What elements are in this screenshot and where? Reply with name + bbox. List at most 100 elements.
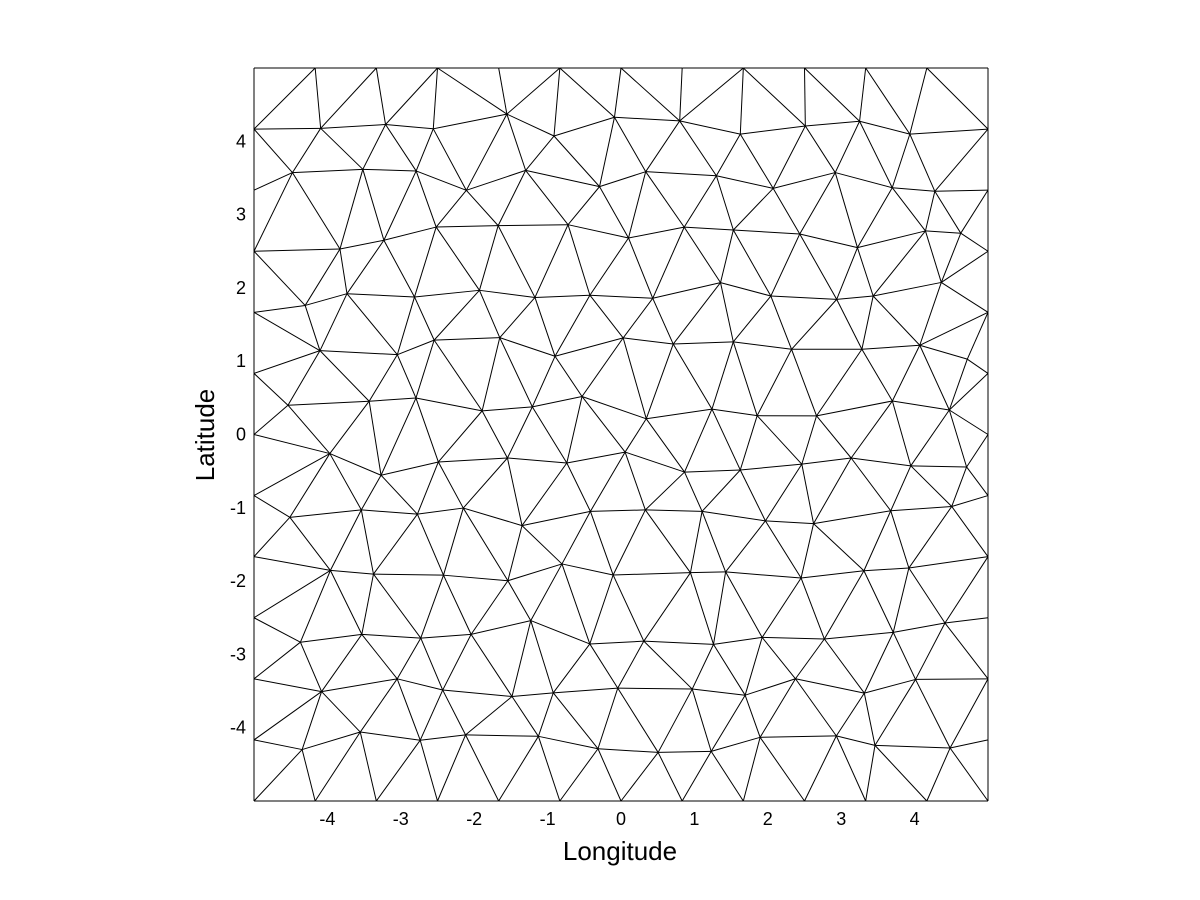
mesh-edge (432, 67, 438, 129)
mesh-edge (673, 341, 734, 345)
mesh-edge (801, 464, 815, 524)
mesh-edge (253, 127, 321, 130)
mesh-edge (359, 678, 398, 733)
mesh-edge (362, 168, 417, 172)
mesh-edge (761, 577, 802, 638)
mesh-edge (739, 415, 758, 471)
mesh-edge (620, 67, 681, 122)
mesh-edge (414, 296, 435, 341)
mesh-edge (443, 574, 508, 582)
mesh-edge (691, 644, 714, 690)
mesh-edge (304, 305, 321, 351)
mesh-edge (253, 172, 293, 252)
mesh-edge (373, 513, 418, 575)
mesh-edge (530, 620, 590, 645)
mesh-edge (321, 634, 363, 692)
y-tick-label: 1 (236, 351, 246, 371)
mesh-edge (511, 692, 554, 698)
mesh-edge (960, 232, 989, 252)
mesh-edge (433, 339, 483, 412)
mesh-edge (553, 135, 600, 187)
mesh-edge (813, 510, 891, 525)
x-tick-label: -3 (393, 809, 409, 829)
mesh-edge (321, 678, 398, 693)
mesh-edge (292, 168, 363, 174)
mesh-edge (420, 575, 444, 639)
mesh-edge (710, 694, 746, 752)
mesh-edge (966, 312, 989, 360)
mesh-edge (253, 453, 331, 497)
mesh-edge (689, 511, 703, 573)
mesh-edge (614, 116, 680, 122)
mesh-edge (941, 282, 989, 313)
mesh-edge (645, 120, 681, 172)
mesh-edge (622, 337, 647, 419)
mesh-edge (712, 571, 727, 645)
mesh-edge (253, 172, 293, 191)
mesh-edge (525, 169, 600, 188)
mesh-edge (553, 67, 561, 137)
mesh-edge (910, 465, 967, 468)
mesh-edge (679, 120, 741, 135)
mesh-edge (684, 226, 734, 231)
mesh-edge (759, 737, 805, 802)
mesh-edge (908, 556, 989, 569)
mesh-edge (823, 638, 865, 694)
mesh-edge (521, 525, 563, 565)
mesh-edge (253, 739, 303, 751)
mesh-edge (857, 187, 893, 248)
mesh-edge (864, 678, 916, 694)
mesh-edge (715, 175, 734, 231)
mesh-edge (253, 617, 301, 643)
mesh-edge (554, 355, 583, 397)
mesh-edge (507, 457, 567, 464)
x-tick-labels: -4 -3 -2 -1 0 1 2 3 4 (319, 809, 919, 829)
mesh-edges (253, 67, 989, 802)
mesh-edge (795, 678, 865, 694)
mesh-edge (299, 641, 323, 692)
mesh-edge (813, 457, 852, 524)
mesh-edge (801, 415, 818, 465)
mesh-edge (368, 401, 382, 476)
mesh-edge (924, 191, 936, 232)
mesh-edge (949, 747, 989, 802)
mesh-edge (301, 691, 323, 750)
mesh-edge (628, 171, 647, 239)
mesh-edge (944, 617, 989, 624)
mesh-edge (925, 230, 961, 234)
mesh-edge (645, 171, 685, 228)
mesh-edge (435, 190, 467, 228)
mesh-edge (725, 571, 763, 638)
mesh-edge (521, 510, 591, 527)
mesh-edge (683, 175, 717, 228)
mesh-edge (362, 124, 386, 170)
mesh-edge (861, 344, 920, 350)
mesh-edge (292, 172, 341, 250)
mesh-edge (419, 689, 444, 741)
mesh-edge (643, 640, 693, 690)
mesh-edge (628, 237, 654, 299)
mesh-edge (321, 691, 361, 733)
mesh-edge (948, 409, 968, 468)
mesh-edge (301, 731, 361, 751)
mesh-edge (720, 282, 734, 342)
mesh-edge (498, 224, 569, 227)
mesh-edge (890, 505, 952, 512)
mesh-edge (823, 570, 865, 640)
mesh-edge (725, 571, 802, 579)
mesh-edge (589, 511, 614, 576)
mesh-edge (919, 282, 942, 346)
mesh-edge (679, 67, 683, 121)
mesh-edge (397, 678, 443, 691)
mesh-edge (701, 469, 741, 512)
mesh-edge (944, 556, 989, 624)
mesh-edge (478, 290, 501, 338)
mesh-edge (511, 696, 539, 737)
mesh-edge (720, 282, 771, 297)
mesh-edge (361, 634, 398, 680)
mesh-edge (742, 67, 806, 127)
mesh-edge (824, 631, 894, 640)
mesh-edge (538, 735, 599, 750)
mesh-edge (437, 461, 464, 509)
